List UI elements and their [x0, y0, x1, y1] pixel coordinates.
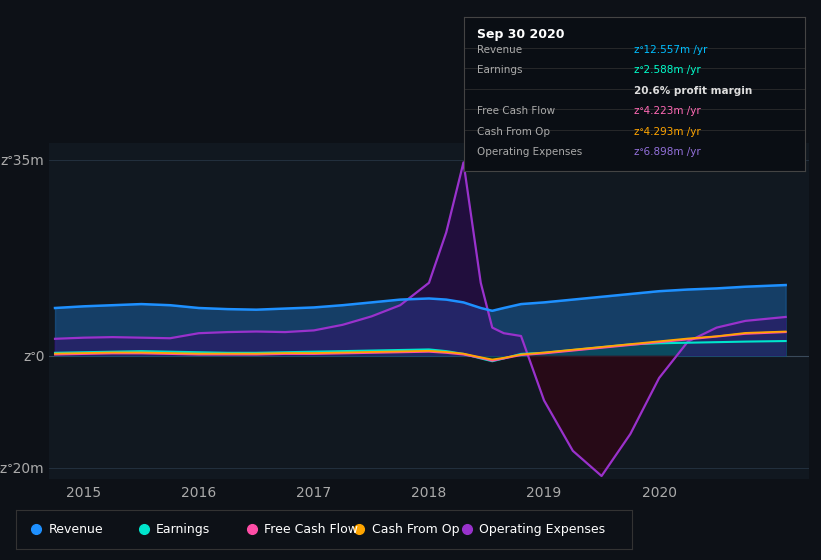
Text: zᐤ12.557m /yr: zᐤ12.557m /yr [635, 45, 708, 54]
Text: Free Cash Flow: Free Cash Flow [264, 522, 358, 536]
Text: Sep 30 2020: Sep 30 2020 [478, 27, 565, 40]
Text: zᐤ6.898m /yr: zᐤ6.898m /yr [635, 147, 701, 157]
Text: zᐤ4.293m /yr: zᐤ4.293m /yr [635, 127, 701, 137]
Text: Operating Expenses: Operating Expenses [478, 147, 583, 157]
Text: Earnings: Earnings [156, 522, 210, 536]
Text: Revenue: Revenue [48, 522, 103, 536]
Text: Cash From Op: Cash From Op [478, 127, 551, 137]
Text: Cash From Op: Cash From Op [372, 522, 459, 536]
Text: zᐤ2.588m /yr: zᐤ2.588m /yr [635, 65, 701, 75]
Text: Revenue: Revenue [478, 45, 523, 54]
Text: zᐤ4.223m /yr: zᐤ4.223m /yr [635, 106, 701, 116]
Text: Operating Expenses: Operating Expenses [479, 522, 606, 536]
Text: Free Cash Flow: Free Cash Flow [478, 106, 556, 116]
Text: Earnings: Earnings [478, 65, 523, 75]
Text: 20.6% profit margin: 20.6% profit margin [635, 86, 753, 96]
